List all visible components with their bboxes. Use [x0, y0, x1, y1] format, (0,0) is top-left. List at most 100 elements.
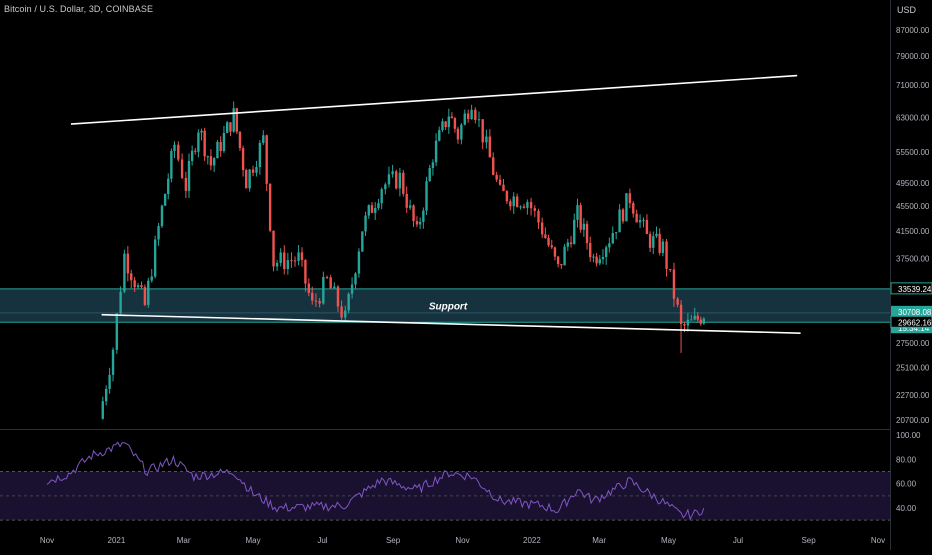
- candle-body: [187, 160, 191, 191]
- candle-body: [177, 144, 180, 160]
- candle-body: [632, 203, 635, 214]
- price-tick-label: 22700.00: [896, 391, 930, 400]
- candle-body: [505, 191, 509, 202]
- price-tick-label: 79000.00: [896, 52, 930, 61]
- price-tick-label: 71000.00: [896, 81, 930, 90]
- candle-body: [598, 259, 601, 264]
- candle-body: [628, 193, 632, 204]
- candle-body: [380, 189, 383, 204]
- candle-body: [621, 209, 625, 222]
- candle-body: [304, 259, 307, 284]
- candle-body: [248, 169, 251, 189]
- axis-price-label-bg: [890, 315, 932, 328]
- candle-body: [251, 169, 255, 173]
- candle-body: [104, 388, 108, 402]
- candle-body: [422, 210, 425, 222]
- axis-price-label-text: 15:34:14: [898, 324, 930, 333]
- candle-body: [418, 221, 422, 225]
- candle-body: [661, 241, 665, 253]
- candle-body: [686, 319, 690, 326]
- candle-body: [481, 119, 484, 143]
- candle-body: [485, 136, 488, 143]
- candle-body: [377, 203, 380, 209]
- time-tick-label: Nov: [40, 536, 54, 545]
- candle-body: [450, 116, 454, 119]
- candle-body: [463, 113, 466, 125]
- candle-body: [203, 130, 206, 157]
- axis-price-label-bg: [891, 305, 932, 317]
- candle-body: [322, 276, 325, 304]
- candle-body: [130, 273, 133, 281]
- candle-body: [522, 206, 526, 208]
- candle-body: [512, 196, 515, 207]
- candle-body: [519, 206, 522, 208]
- candle-body: [563, 246, 566, 266]
- candle-body: [456, 128, 460, 140]
- candle-body: [690, 319, 693, 321]
- candle-body: [415, 221, 419, 225]
- candle-body: [560, 264, 563, 266]
- candle-body: [702, 318, 706, 324]
- candle-body: [618, 209, 621, 233]
- candle-body: [477, 119, 481, 121]
- candle-body: [642, 219, 645, 221]
- candle-body: [470, 109, 473, 119]
- candle-body: [625, 193, 628, 222]
- candle-body: [235, 108, 239, 132]
- price-tick-label: 20700.00: [896, 416, 930, 425]
- candle-body: [325, 276, 329, 278]
- candles: [101, 101, 706, 420]
- axis-price-label-bg: [890, 282, 932, 295]
- candle-body: [241, 148, 245, 171]
- time-tick-label: Nov: [871, 536, 885, 545]
- candle-body: [679, 304, 683, 325]
- candle-body: [683, 324, 686, 326]
- candle-body: [553, 247, 557, 257]
- candle-body: [370, 205, 374, 213]
- candle-body: [212, 158, 216, 166]
- candle-body: [143, 287, 147, 305]
- candle-body: [206, 156, 209, 158]
- time-tick-label: Sep: [386, 536, 401, 545]
- support-zone-label: Support: [429, 302, 468, 313]
- candle-body: [318, 300, 321, 304]
- candle-body: [290, 260, 293, 262]
- candle-body: [611, 233, 614, 244]
- candle-body: [293, 260, 297, 262]
- candle-body: [163, 193, 167, 206]
- candle-body: [258, 142, 262, 168]
- candle-body: [361, 231, 364, 252]
- candle-body: [245, 170, 248, 189]
- price-tick-label: 63000.00: [896, 113, 930, 122]
- rsi-tick-label: 100.00: [896, 431, 921, 440]
- axis-price-label: 33539.24: [890, 282, 932, 295]
- candle-body: [314, 300, 318, 302]
- time-tick-label: May: [245, 536, 260, 545]
- candle-body: [614, 232, 618, 234]
- candle-body: [495, 174, 498, 180]
- candle-body: [216, 141, 219, 159]
- candle-body: [229, 122, 232, 132]
- candle-body: [333, 286, 336, 289]
- candle-body: [265, 135, 268, 184]
- candle-body: [425, 181, 428, 211]
- candle-body: [344, 310, 347, 318]
- candle-body: [579, 205, 582, 230]
- candle-body: [526, 201, 529, 208]
- candle-body: [655, 233, 658, 237]
- candle-body: [364, 215, 367, 232]
- candle-body: [515, 196, 519, 207]
- candle-body: [367, 205, 370, 216]
- candle-body: [502, 184, 505, 192]
- axis-price-label: 29662.16: [890, 315, 932, 328]
- axis-price-label-text: 29662.16: [898, 318, 932, 327]
- candle-body: [592, 256, 595, 258]
- candle-body: [638, 220, 642, 223]
- price-tick-label: 87000.00: [896, 26, 930, 35]
- candle-body: [300, 252, 304, 260]
- candle-body: [297, 252, 300, 261]
- rsi-tick-label: 80.00: [896, 455, 917, 464]
- candle-body: [200, 130, 203, 133]
